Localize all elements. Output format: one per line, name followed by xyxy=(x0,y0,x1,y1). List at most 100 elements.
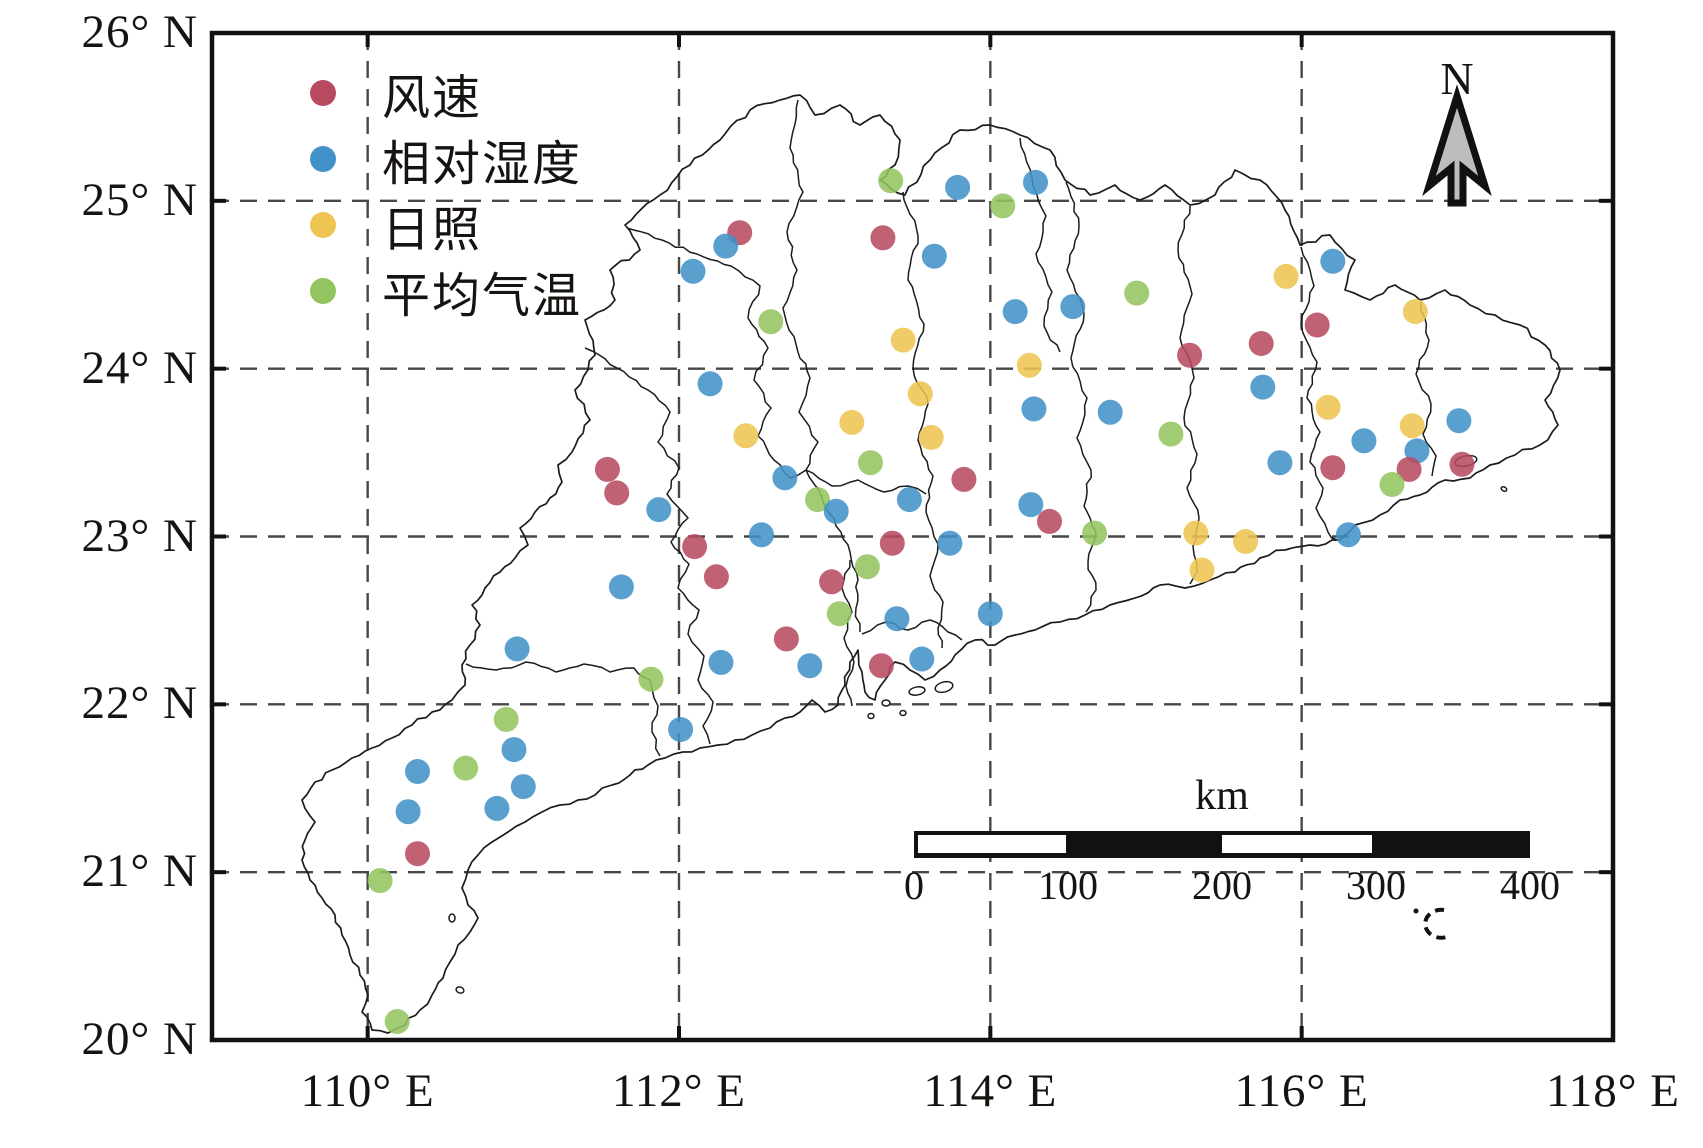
scale-tick-label: 300 xyxy=(1346,863,1406,908)
station-dot-humidity xyxy=(1023,169,1048,195)
station-dot-wind xyxy=(773,626,799,652)
island-outline xyxy=(881,699,891,707)
station-dot-wind xyxy=(594,456,620,482)
station-dot-sunshine xyxy=(907,381,933,407)
station-dot-temperature xyxy=(826,601,852,627)
lat-tick-label: 24° N xyxy=(81,341,198,394)
station-dot-temperature xyxy=(367,868,393,894)
station-dot-sunshine xyxy=(1183,520,1209,546)
station-dot-humidity xyxy=(1335,522,1361,548)
sunshine-dot-icon xyxy=(310,212,336,238)
station-dot-wind xyxy=(1177,342,1203,368)
station-dot-sunshine xyxy=(1273,263,1299,289)
station-dot-humidity xyxy=(501,737,527,763)
station-dot-temperature xyxy=(1124,280,1150,306)
north-arrow-label: N xyxy=(1440,53,1474,104)
station-dot-wind xyxy=(870,225,896,251)
lon-tick-label: 118° E xyxy=(1545,1065,1680,1117)
station-dot-sunshine xyxy=(1402,299,1428,325)
legend-label: 日照 xyxy=(382,204,483,257)
island-outline xyxy=(934,680,954,694)
lon-tick-label: 110° E xyxy=(300,1065,435,1117)
station-dot-temperature xyxy=(990,193,1016,219)
lon-tick-label: 112° E xyxy=(611,1065,746,1117)
station-dot-wind xyxy=(868,653,894,679)
station-dot-sunshine xyxy=(1233,529,1259,554)
station-dot-humidity xyxy=(713,233,739,259)
lat-tick-label: 20° N xyxy=(81,1012,198,1065)
station-dot-humidity xyxy=(1002,299,1028,325)
station-dot-humidity xyxy=(1018,492,1044,518)
station-dot-wind xyxy=(1449,451,1475,477)
station-dot-humidity xyxy=(1446,408,1472,434)
station-dot-sunshine xyxy=(1189,557,1215,583)
station-dot-humidity xyxy=(772,465,798,491)
station-dot-sunshine xyxy=(1016,352,1042,378)
station-dot-humidity xyxy=(977,601,1003,627)
station-dot-wind xyxy=(405,841,430,867)
station-dot-wind xyxy=(703,564,729,590)
station-dot-humidity xyxy=(1097,399,1123,425)
station-dot-temperature xyxy=(1082,520,1108,546)
scale-bar xyxy=(914,831,1530,858)
station-dot-wind xyxy=(1304,312,1330,338)
station-dot-wind xyxy=(951,466,977,492)
station-dot-temperature xyxy=(453,755,479,781)
station-dot-humidity xyxy=(1060,294,1086,320)
station-dot-humidity xyxy=(945,174,971,200)
station-dot-humidity xyxy=(510,774,536,800)
island-outline xyxy=(455,986,465,994)
curl-mark-dot xyxy=(1413,908,1419,914)
station-dot-sunshine xyxy=(839,409,865,435)
station-dot-humidity xyxy=(823,498,849,524)
scale-tick-label: 200 xyxy=(1192,863,1252,908)
legend-label: 相对湿度 xyxy=(382,138,583,191)
prefecture-boundary xyxy=(782,99,861,633)
station-dot-humidity xyxy=(680,258,706,284)
station-dot-temperature xyxy=(854,554,880,580)
station-dot-humidity xyxy=(1250,374,1276,400)
prefecture-boundary xyxy=(805,469,927,495)
station-dot-humidity xyxy=(909,646,935,672)
lat-tick-label: 25° N xyxy=(81,173,198,226)
station-dot-wind xyxy=(879,530,905,556)
station-dot-sunshine xyxy=(918,425,944,450)
north-arrow-icon xyxy=(1422,84,1492,207)
station-dot-sunshine xyxy=(1315,394,1341,420)
island-outline xyxy=(899,709,907,717)
prefecture-boundary xyxy=(1415,301,1437,477)
station-dot-temperature xyxy=(878,168,904,194)
station-dot-humidity xyxy=(395,799,421,825)
scale-tick-label: 400 xyxy=(1500,863,1560,908)
station-dot-humidity xyxy=(405,759,430,784)
scale-tick-label: 100 xyxy=(1038,863,1098,908)
legend-item-wind: 风速 xyxy=(290,60,582,126)
station-dot-humidity xyxy=(1021,396,1047,422)
station-dot-humidity xyxy=(937,530,963,556)
station-dot-humidity xyxy=(896,487,922,513)
station-dot-temperature xyxy=(1158,421,1184,447)
prefecture-boundary xyxy=(1019,137,1061,353)
lon-tick-label: 114° E xyxy=(923,1065,1058,1117)
station-dot-sunshine xyxy=(890,327,916,353)
station-dot-humidity xyxy=(697,371,723,397)
station-dot-temperature xyxy=(1379,472,1405,497)
station-dot-wind xyxy=(682,534,708,560)
scale-tick-label: 0 xyxy=(904,863,924,908)
legend: 风速 相对湿度 日照 平均气温 xyxy=(290,60,582,324)
station-dot-temperature xyxy=(805,487,830,513)
station-dot-wind xyxy=(1320,455,1346,481)
station-dot-humidity xyxy=(608,574,634,600)
station-dot-temperature xyxy=(384,1009,410,1034)
station-dot-humidity xyxy=(884,606,910,632)
station-dot-wind xyxy=(1037,508,1062,534)
scale-bar-segment xyxy=(1222,835,1372,853)
station-dot-humidity xyxy=(668,717,694,742)
station-dot-humidity xyxy=(708,649,734,675)
station-dot-temperature xyxy=(493,706,519,732)
legend-item-humidity: 相对湿度 xyxy=(290,126,582,192)
temperature-dot-icon xyxy=(310,278,336,304)
station-dot-humidity xyxy=(1320,248,1346,274)
